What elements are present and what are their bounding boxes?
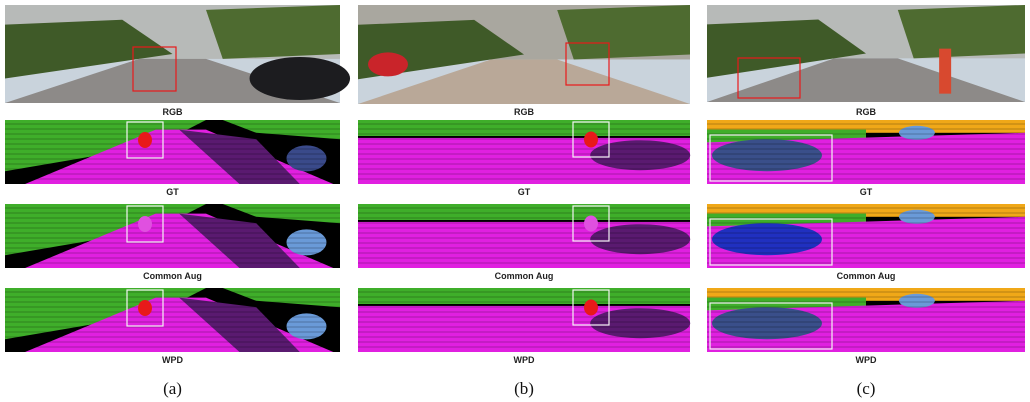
car: [899, 294, 935, 308]
segmentation-map: [5, 120, 340, 184]
panel-caption: WPD: [856, 355, 877, 365]
rgb-image: [707, 5, 1025, 102]
segmentation-map: [707, 288, 1025, 352]
panel-caption: WPD: [514, 355, 535, 365]
trees: [898, 5, 1025, 58]
shadow: [590, 140, 690, 170]
object: [584, 132, 598, 148]
panel-caption: Common Aug: [495, 271, 554, 281]
segmentation-map: [707, 204, 1025, 268]
rgb-image: [358, 5, 690, 104]
vegetation: [358, 288, 690, 304]
vegetation: [358, 204, 690, 220]
panel-caption: GT: [860, 187, 873, 197]
segmentation-map: [358, 204, 690, 268]
trees: [557, 5, 690, 59]
vegetation: [358, 120, 690, 136]
segmentation-map: [358, 288, 690, 352]
segmentation-map: [5, 288, 340, 352]
panel-caption: GT: [166, 187, 179, 197]
segmentation-map: [5, 204, 340, 268]
panel-caption: GT: [518, 187, 531, 197]
figure: RGB GT Common Aug WPD (a) RGB GT Common Aug WPD (…: [0, 0, 1030, 402]
segmentation-map: [358, 120, 690, 184]
panel-caption: Common Aug: [143, 271, 202, 281]
panel-caption: RGB: [163, 107, 184, 117]
panel-caption: WPD: [162, 355, 183, 365]
barrier: [939, 49, 951, 94]
trees: [206, 5, 340, 59]
subfigure-label: (a): [163, 379, 182, 398]
object: [138, 300, 152, 316]
subfigure-label: (c): [857, 379, 876, 398]
car: [899, 126, 935, 140]
subfigure-label: (b): [514, 379, 534, 398]
car: [368, 52, 408, 76]
shadow: [590, 224, 690, 254]
panel-caption: Common Aug: [837, 271, 896, 281]
segmentation-map: [707, 120, 1025, 184]
panel-caption: RGB: [856, 107, 877, 117]
object: [138, 132, 152, 148]
object: [138, 216, 152, 232]
car: [250, 57, 351, 100]
shadow: [590, 308, 690, 338]
object: [584, 300, 598, 316]
car: [899, 210, 935, 224]
rgb-image: [5, 5, 350, 103]
object: [584, 216, 598, 232]
panel-caption: RGB: [514, 107, 535, 117]
